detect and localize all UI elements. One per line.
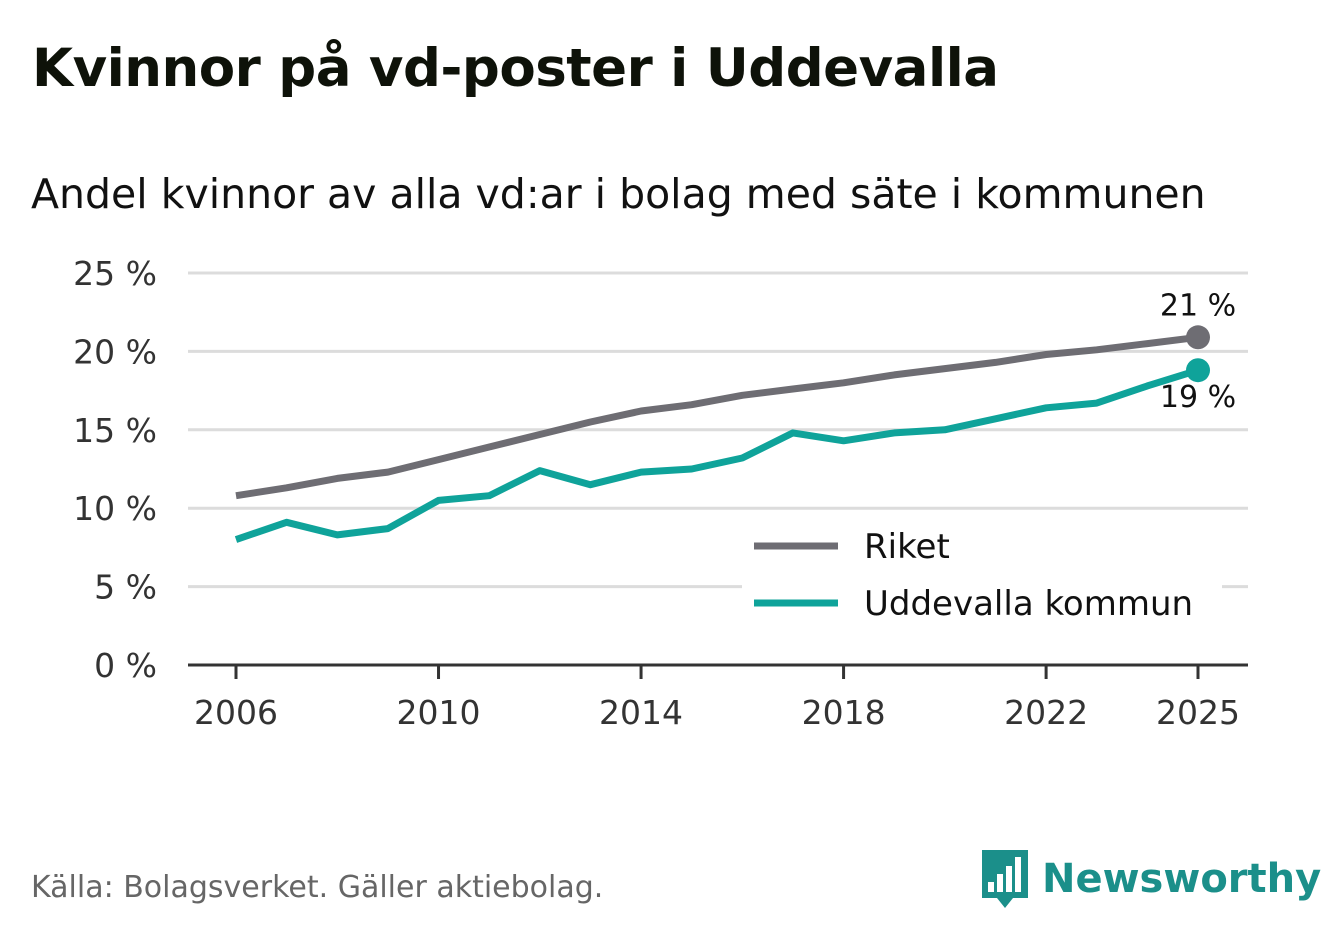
x-tick-label: 2006 xyxy=(194,693,278,732)
y-tick-label: 5 % xyxy=(94,568,157,607)
y-tick-label: 15 % xyxy=(73,411,157,450)
uddevalla-kommun-end-point xyxy=(1186,358,1210,383)
legend-label: Uddevalla kommun xyxy=(864,584,1193,624)
x-tick-label: 2018 xyxy=(802,693,886,732)
x-tick-label: 2010 xyxy=(397,693,481,732)
riket-line xyxy=(235,333,1199,500)
y-tick-label: 10 % xyxy=(73,489,157,528)
y-tick-label: 20 % xyxy=(73,332,157,371)
uddevalla-kommun-line xyxy=(234,366,1200,543)
x-tick-label: 2022 xyxy=(1004,693,1088,732)
y-tick-label: 25 % xyxy=(73,254,157,293)
legend-box xyxy=(742,518,1222,628)
riket-end-point xyxy=(1186,325,1210,350)
legend-label: Riket xyxy=(864,527,950,567)
chart-title: Kvinnor på vd-poster i Uddevalla xyxy=(32,38,999,99)
chart-subtitle: Andel kvinnor av alla vd:ar i bolag med … xyxy=(31,170,1206,218)
x-tick-label: 2025 xyxy=(1156,693,1240,732)
riket-end-label: 21 % xyxy=(1160,288,1236,323)
source-note: Källa: Bolagsverket. Gäller aktiebolag. xyxy=(31,870,604,905)
uddevalla-end-label: 19 % xyxy=(1160,380,1236,415)
x-tick-label: 2014 xyxy=(599,693,683,732)
brand-name: Newsworthy xyxy=(1042,856,1322,902)
bar-chart-speech-icon xyxy=(982,850,1028,908)
newsworthy-logo[interactable]: Newsworthy xyxy=(980,848,1321,910)
y-tick-label: 0 % xyxy=(94,646,157,685)
